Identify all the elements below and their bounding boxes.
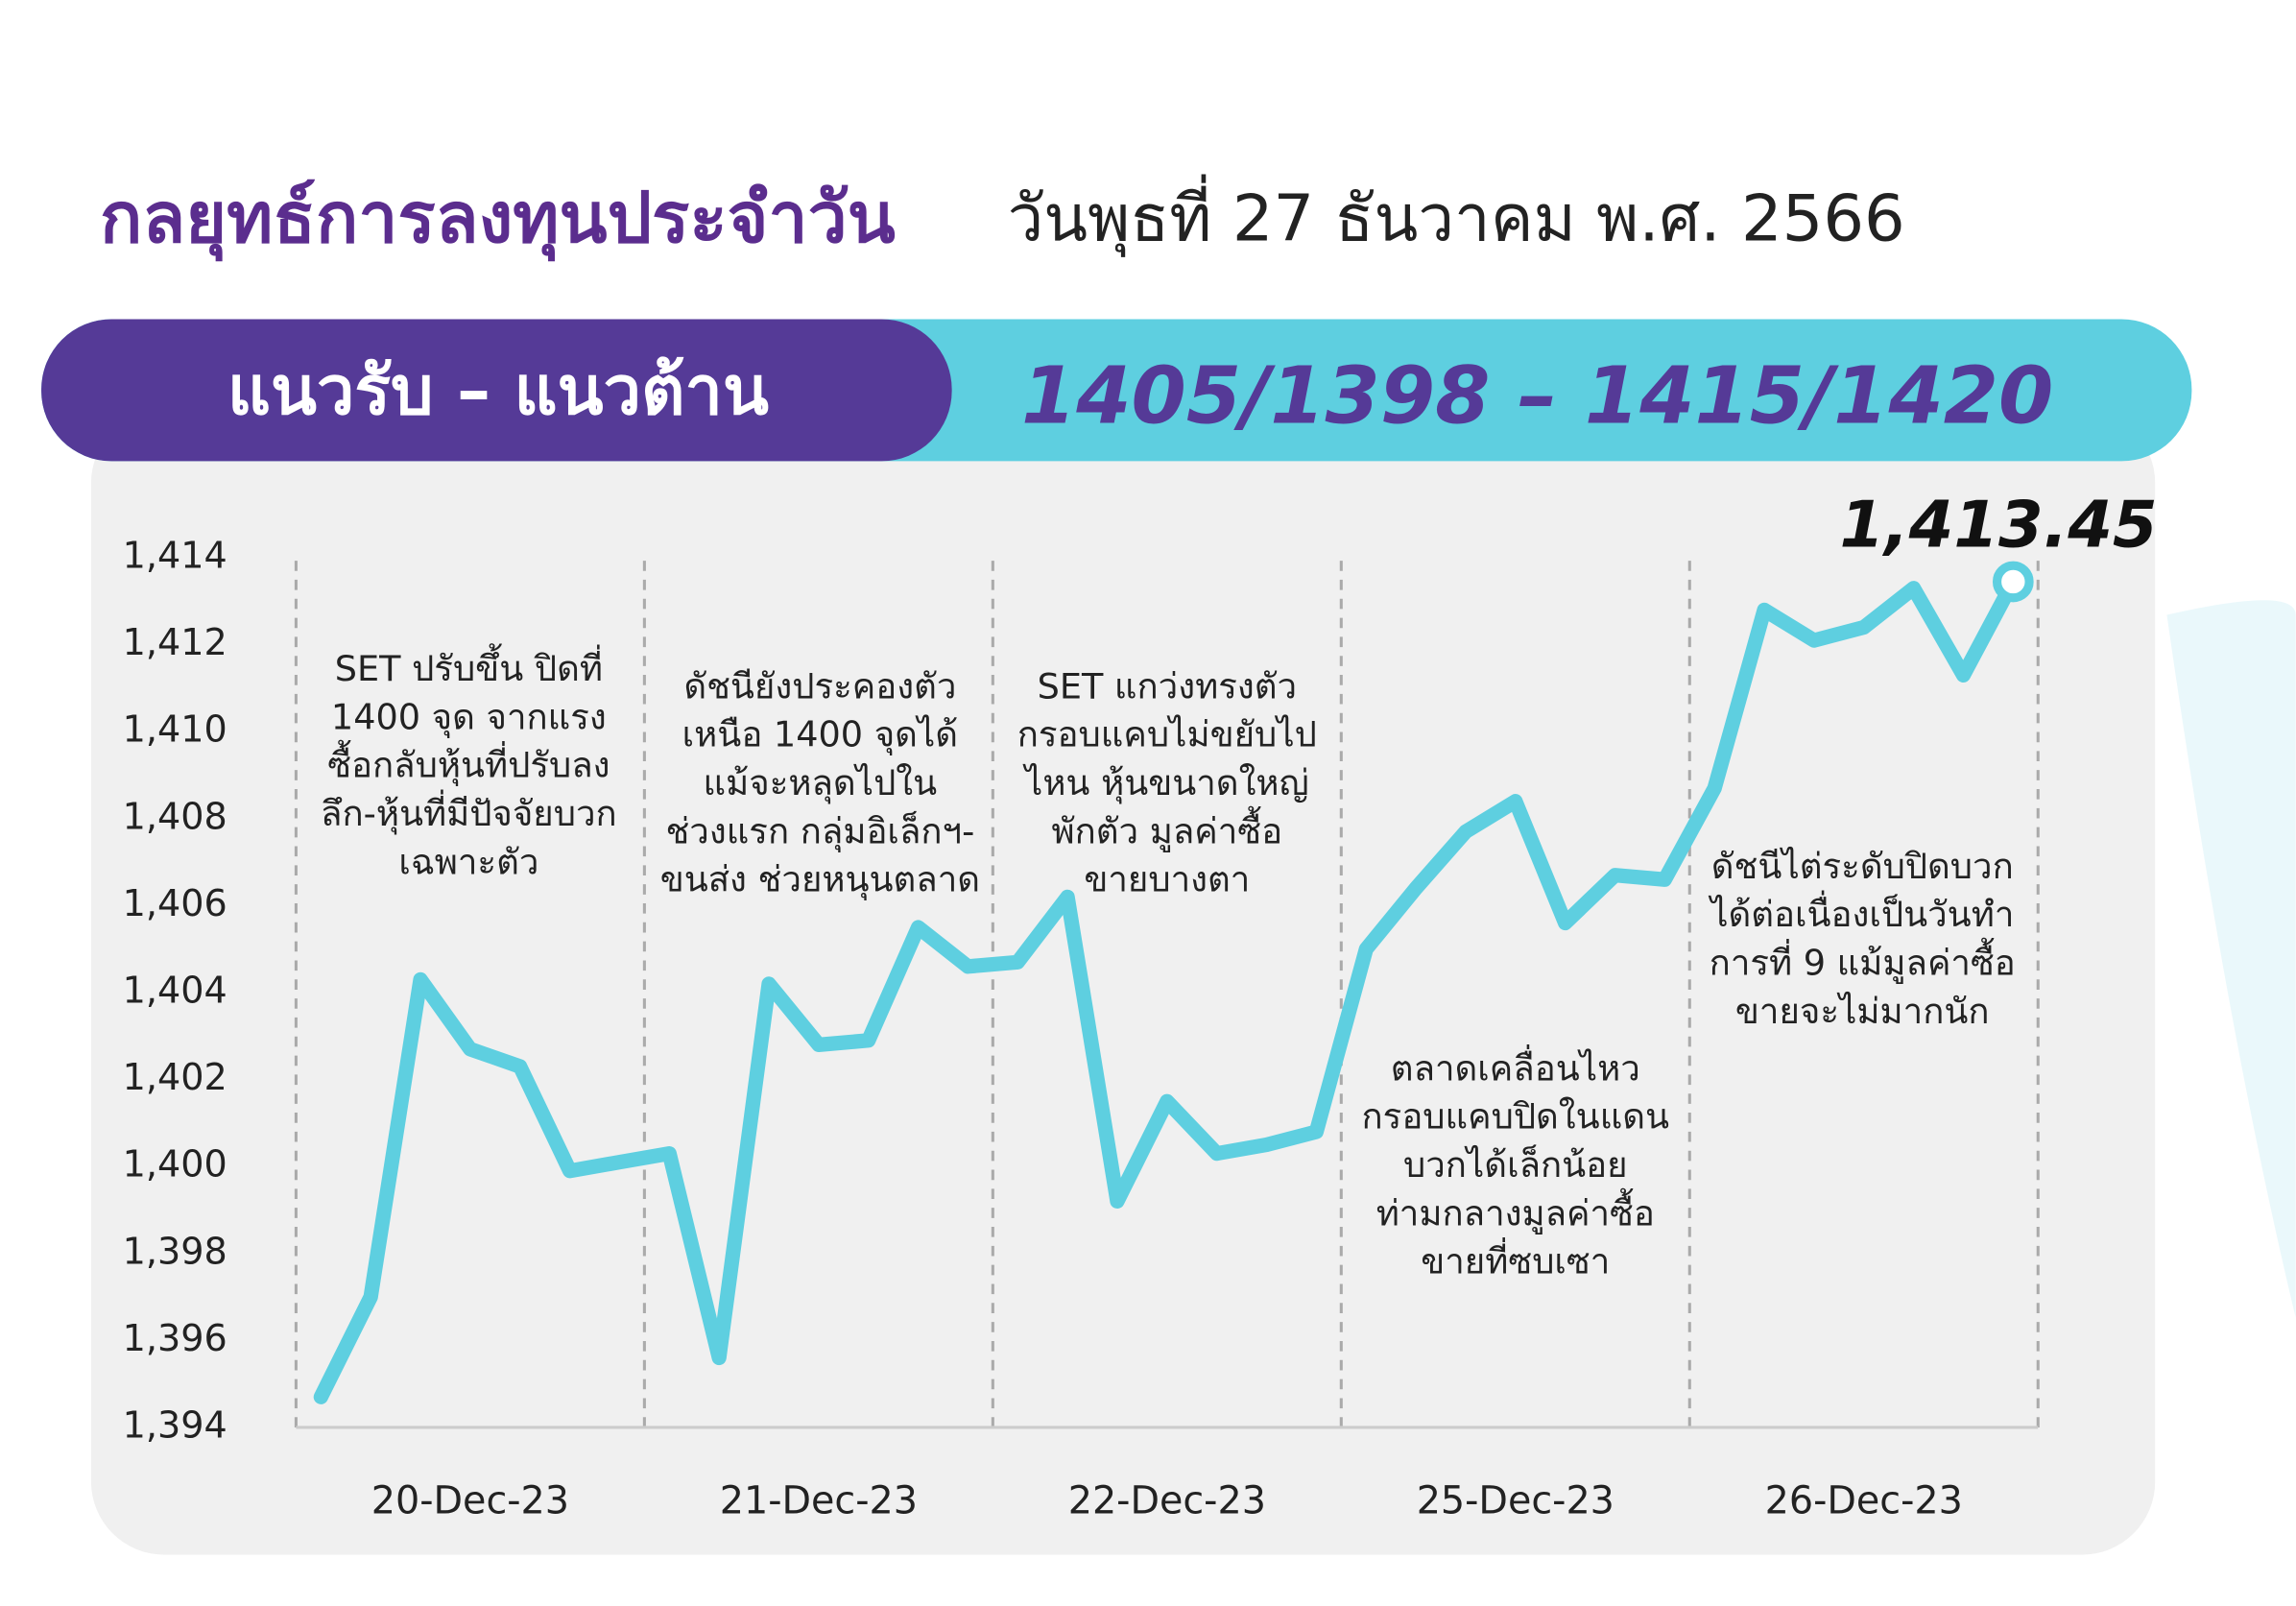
annotation: ช่วงแรก กลุ่มอิเล็กฯ- (665, 809, 974, 852)
annotation: ดัชนีไต่ระดับปิดบวก (1711, 846, 2014, 887)
annotation: ขายบางตา (1084, 859, 1250, 900)
y-tick-label: 1,402 (123, 1056, 227, 1098)
annotation: เหนือ 1400 จุดได้ (682, 714, 958, 756)
banner-label: แนวรับ – แนวต้าน (227, 351, 769, 430)
x-tick-label: 21-Dec-23 (720, 1479, 918, 1523)
annotation: 1400 จุด จากแรง (331, 696, 607, 738)
annotation: พักตัว มูลค่าซื้อ (1052, 805, 1283, 852)
x-tick-label: 20-Dec-23 (371, 1479, 569, 1523)
annotation: การที่ 9 แม้มูลค่าซื้อ (1710, 938, 2016, 985)
y-tick-label: 1,398 (123, 1230, 227, 1272)
end-point (1992, 561, 2034, 603)
y-tick-label: 1,406 (123, 882, 227, 924)
date: วันพุธที่ 27 ธันวาคม พ.ศ. 2566 (1008, 174, 1905, 257)
annotation: ตลาดเคลื่อนไหว (1391, 1043, 1640, 1089)
y-tick-label: 1,408 (123, 795, 227, 837)
x-tick-label: 25-Dec-23 (1417, 1479, 1614, 1523)
annotation: แม้จะหลุดไปใน (704, 762, 938, 804)
x-tick-label: 22-Dec-23 (1068, 1479, 1266, 1523)
panel (90, 410, 2156, 1555)
value-label: 1,413.45 (1840, 488, 2158, 563)
y-tick-label: 1,410 (123, 708, 227, 751)
y-tick-label: 1,412 (123, 621, 227, 663)
annotation: ท่ามกลางมูลค่าซื้อ (1376, 1187, 1655, 1234)
y-tick-label: 1,394 (123, 1403, 227, 1446)
title: กลยุทธ์การลงทุนประจำวัน (100, 178, 896, 262)
annotation: ลึก-หุ้นที่มีปัจจัยบวก (321, 789, 617, 835)
annotation: ซื้อกลับหุ้นที่ปรับลง (327, 740, 610, 787)
annotation: ดัชนียังประคองตัว (683, 665, 956, 707)
annotation: ขายจะไม่มากนัก (1735, 991, 1990, 1032)
banner-levels: 1405/1398 – 1415/1420 (1021, 350, 2053, 442)
banner-label-box (41, 319, 952, 462)
annotation: ขนส่ง ช่วยหนุนตลาด (660, 859, 980, 901)
y-tick-label: 1,396 (123, 1317, 227, 1359)
annotation: SET แกว่งทรงตัว (1038, 665, 1297, 707)
annotation: ขายที่ซบเซา (1421, 1237, 1610, 1282)
line (313, 574, 2021, 1404)
x-tick-label: 26-Dec-23 (1765, 1479, 1963, 1523)
annotation: บวกได้เล็กน้อย (1403, 1143, 1628, 1186)
y-tick-label: 1,404 (123, 969, 227, 1011)
annotation: ไหน หุ้นขนาดใหญ่ (1022, 762, 1309, 804)
annotation: ได้ต่อเนื่องเป็นวันทำ (1708, 890, 2014, 935)
annotation: กรอบแคบไม่ขยับไป (1017, 714, 1317, 755)
annotation: SET ปรับขึ้น ปิดที่ (335, 643, 603, 689)
annotation: เฉพาะตัว (398, 841, 538, 882)
decor (2166, 600, 2296, 1318)
annotation: กรอบแคบปิดในแดน (1362, 1096, 1670, 1138)
y-tick-label: 1,414 (123, 535, 227, 577)
y-tick-label: 1,400 (123, 1143, 227, 1186)
